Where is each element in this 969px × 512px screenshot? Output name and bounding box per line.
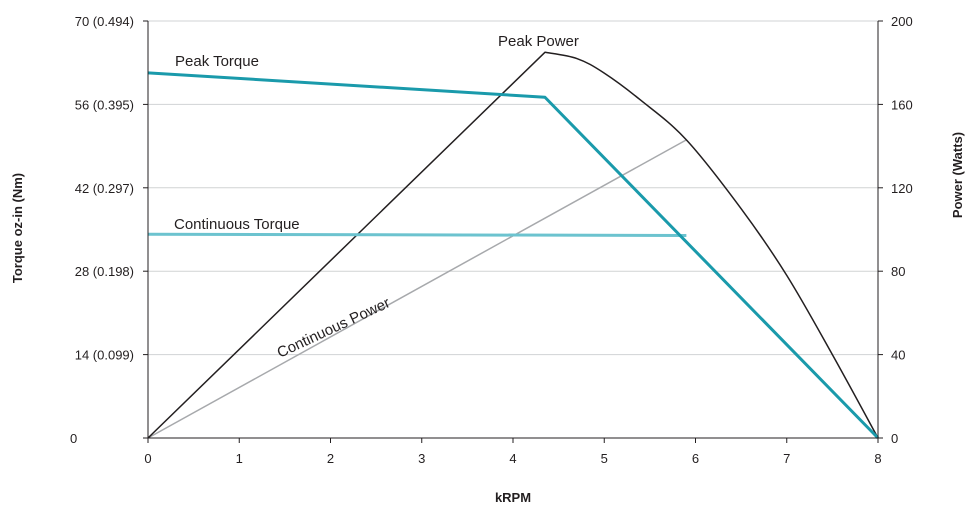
- x-tick-label: 4: [509, 451, 516, 466]
- series-line-peak-torque: [147, 71, 880, 440]
- series-line-continuous-torque: [147, 232, 687, 237]
- x-tick-label: 5: [601, 451, 608, 466]
- y-right-tick-label: 0: [891, 431, 898, 446]
- y-right-tick-label: 200: [891, 14, 913, 29]
- y-right-tick-label: 80: [891, 264, 905, 279]
- y-left-tick-label: 42 (0.297): [75, 181, 134, 196]
- y-left-tick-label: 56 (0.395): [75, 97, 134, 112]
- y-left-tick-label: 28 (0.198): [75, 264, 134, 279]
- y-right-axis-title: Power (Watts): [950, 132, 965, 218]
- x-tick-label: 8: [874, 451, 881, 466]
- series-line-continuous-power: [147, 139, 687, 439]
- y-left-axis-title: Torque oz-in (Nm): [10, 173, 25, 283]
- y-right-tick-label: 120: [891, 181, 913, 196]
- x-tick-label: 2: [327, 451, 334, 466]
- y-right-tick-label: 160: [891, 97, 913, 112]
- series-line-peak-power: [147, 51, 879, 439]
- y-right-tick-label: 40: [891, 348, 905, 363]
- x-tick-label: 3: [418, 451, 425, 466]
- x-axis-title: kRPM: [495, 490, 531, 505]
- x-tick-label: 7: [783, 451, 790, 466]
- y-left-tick-label: 0: [70, 431, 77, 446]
- series-label-continuous-power: Continuous Power: [275, 294, 393, 361]
- y-left-tick-label: 70 (0.494): [75, 14, 134, 29]
- x-tick-label: 6: [692, 451, 699, 466]
- series-labels: Peak Torque Continuous Torque Peak Power Co…: [174, 33, 579, 362]
- x-tick-label: 1: [236, 451, 243, 466]
- series-label-peak-torque: Peak Torque: [175, 53, 259, 70]
- y-left-tick-label: 14 (0.099): [75, 348, 134, 363]
- series-lines: [147, 51, 880, 440]
- series-label-peak-power: Peak Power: [498, 33, 579, 50]
- x-tick-label: 0: [144, 451, 151, 466]
- gridlines: [148, 20, 878, 356]
- tick-labels: 0 14 (0.099) 28 (0.198) 42 (0.297) 56 (0.395…: [70, 14, 913, 466]
- series-label-continuous-torque: Continuous Torque: [174, 216, 300, 233]
